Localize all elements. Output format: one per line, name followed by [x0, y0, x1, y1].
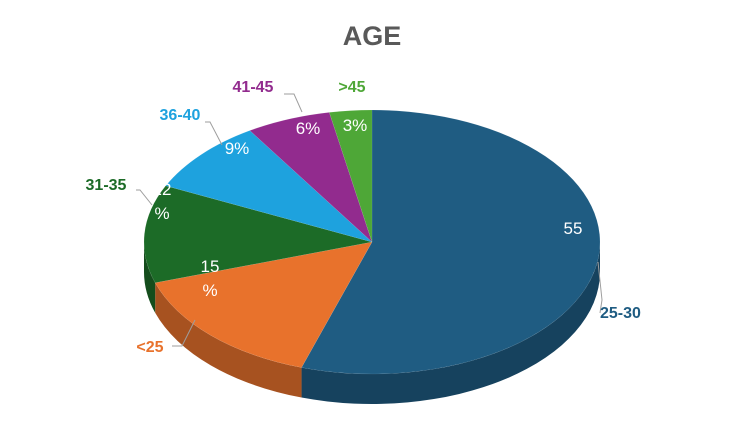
slice-25-30: [301, 109, 601, 375]
slice-36-40: [165, 130, 373, 243]
leader-lines: [136, 93, 603, 347]
value-label-<25: %: [202, 281, 217, 300]
value-label-36-40: 9%: [225, 139, 250, 158]
category-label->45: >45: [338, 79, 365, 96]
value-label-31-35: 12: [153, 180, 172, 199]
slice-41-45: [249, 112, 373, 243]
slice-31-35: [143, 185, 373, 284]
category-label-<25: <25: [136, 339, 163, 356]
chart-title: AGE: [343, 21, 402, 51]
category-label-36-40: 36-40: [160, 107, 201, 124]
slice->45: [328, 109, 373, 243]
value-label-<25: 15: [201, 257, 220, 276]
pie-side-layer: [144, 242, 600, 404]
slice-side-<25: [155, 282, 302, 398]
leader-line-41-45: [284, 93, 303, 113]
leader-line-25-30: [597, 261, 603, 314]
slice-labels: 55 25-30 15% <25 12% 31-35 9% 36-40 6% 41-45 3% >45: [86, 79, 641, 356]
pie-top-layer: [143, 109, 601, 375]
value-label-31-35: %: [154, 204, 169, 223]
category-label-41-45: 41-45: [233, 79, 274, 96]
leader-line-31-35: [136, 189, 153, 206]
category-label-25-30: 25-30: [600, 305, 641, 322]
value-label->45: 3%: [343, 116, 368, 135]
slice-side-25-30: [301, 242, 600, 404]
leader-line-36-40: [205, 121, 223, 146]
value-label-25-30: 55: [564, 219, 583, 238]
leader-line-<25: [172, 319, 196, 347]
value-label-41-45: 6%: [296, 119, 321, 138]
slice-side-31-35: [144, 242, 156, 313]
slice-<25: [154, 241, 373, 368]
category-label-31-35: 31-35: [86, 177, 127, 194]
